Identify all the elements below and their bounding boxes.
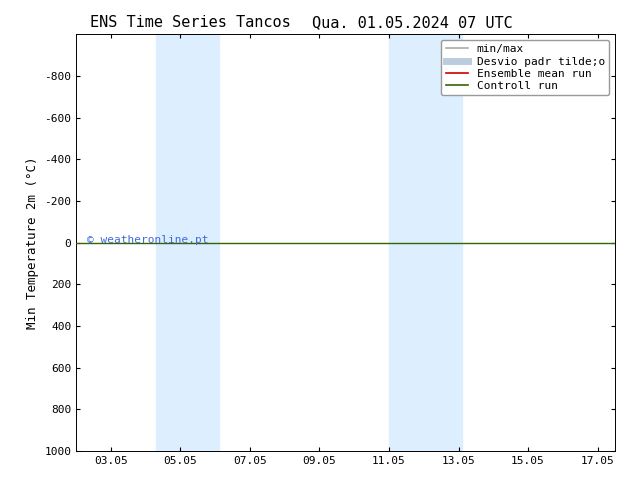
Text: ENS Time Series Tancos: ENS Time Series Tancos bbox=[90, 15, 290, 30]
Text: © weatheronline.pt: © weatheronline.pt bbox=[87, 236, 209, 245]
Legend: min/max, Desvio padr tilde;o, Ensemble mean run, Controll run: min/max, Desvio padr tilde;o, Ensemble m… bbox=[441, 40, 609, 96]
Bar bbox=[420, 34, 462, 451]
Bar bbox=[191, 34, 219, 451]
Y-axis label: Min Temperature 2m (°C): Min Temperature 2m (°C) bbox=[25, 156, 39, 329]
Bar bbox=[389, 34, 420, 451]
Text: Qua. 01.05.2024 07 UTC: Qua. 01.05.2024 07 UTC bbox=[312, 15, 512, 30]
Bar bbox=[156, 34, 191, 451]
